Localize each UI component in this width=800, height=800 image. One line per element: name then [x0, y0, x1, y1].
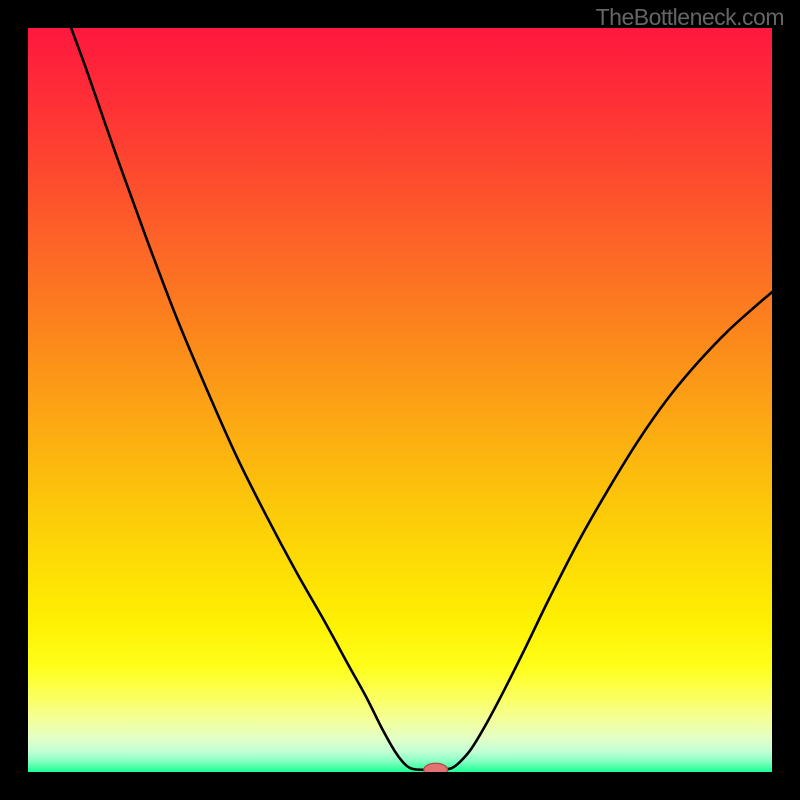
optimum-marker	[424, 763, 448, 772]
gradient-background	[28, 28, 772, 772]
plot-svg	[28, 28, 772, 772]
plot-area	[28, 28, 772, 772]
watermark-text: TheBottleneck.com	[596, 4, 784, 31]
